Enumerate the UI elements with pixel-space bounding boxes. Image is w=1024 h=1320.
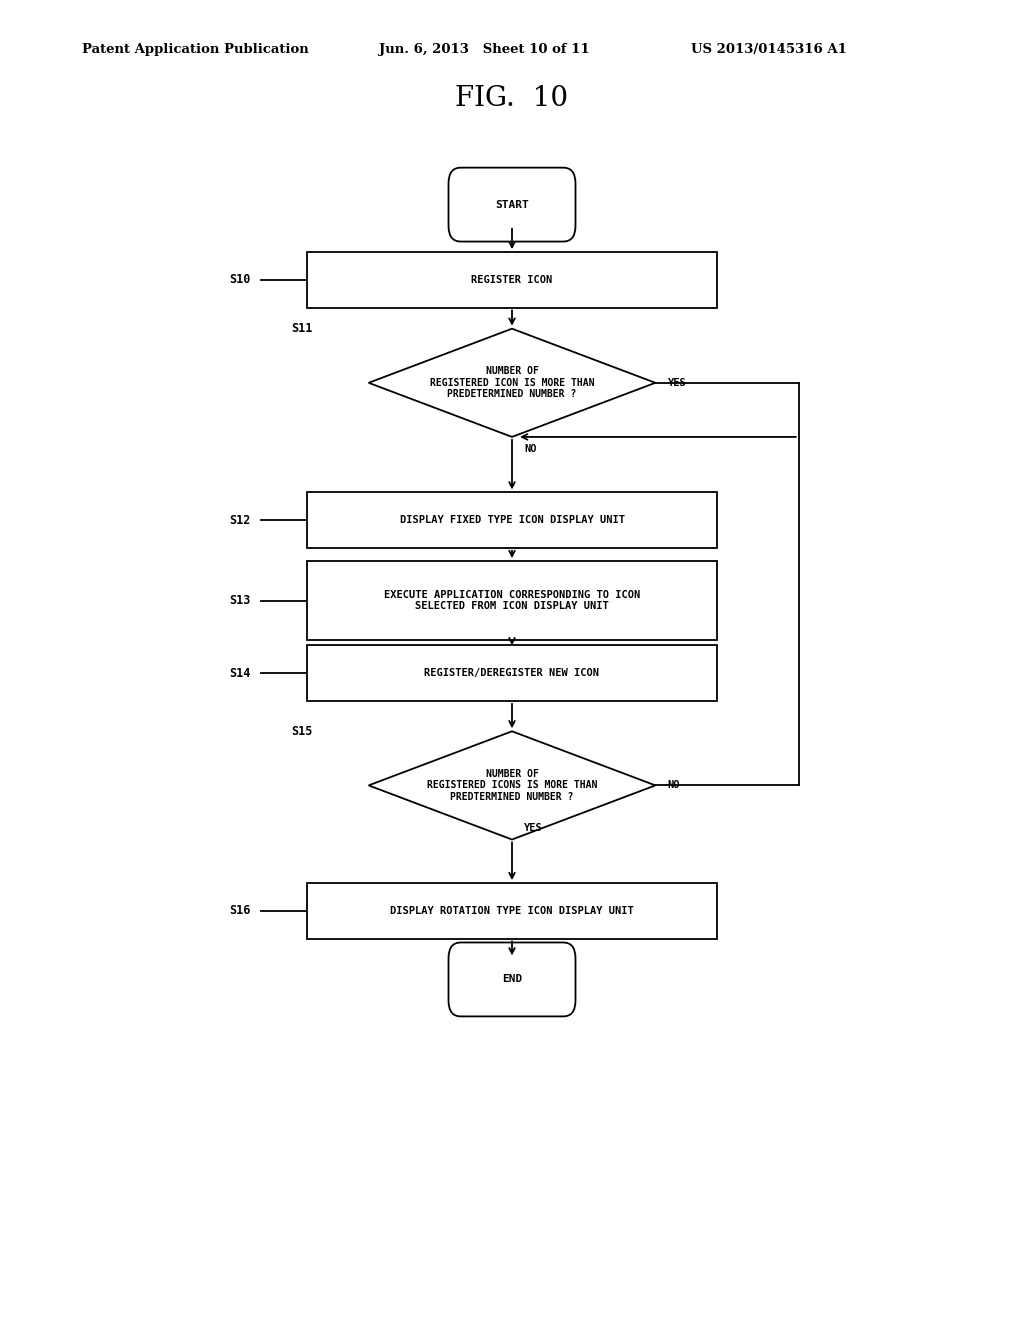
Bar [307, 561, 717, 640]
Text: NUMBER OF
REGISTERED ICONS IS MORE THAN
PREDTERMINED NUMBER ?: NUMBER OF REGISTERED ICONS IS MORE THAN … [427, 768, 597, 803]
FancyBboxPatch shape [449, 942, 575, 1016]
Bar [307, 252, 717, 308]
Text: NO: NO [524, 444, 537, 454]
Text: S11: S11 [291, 322, 312, 335]
Text: EXECUTE APPLICATION CORRESPONDING TO ICON
SELECTED FROM ICON DISPLAY UNIT: EXECUTE APPLICATION CORRESPONDING TO ICO… [384, 590, 640, 611]
Bar [307, 645, 717, 701]
Bar [307, 883, 717, 939]
Text: Patent Application Publication: Patent Application Publication [82, 42, 308, 55]
Text: START: START [496, 199, 528, 210]
Text: REGISTER ICON: REGISTER ICON [471, 275, 553, 285]
Text: FIG.  10: FIG. 10 [456, 86, 568, 112]
Polygon shape [369, 731, 655, 840]
Text: S13: S13 [229, 594, 251, 607]
Text: DISPLAY FIXED TYPE ICON DISPLAY UNIT: DISPLAY FIXED TYPE ICON DISPLAY UNIT [399, 515, 625, 525]
Text: S12: S12 [229, 513, 251, 527]
Text: YES: YES [668, 378, 686, 388]
Text: NUMBER OF
REGISTERED ICON IS MORE THAN
PREDETERMINED NUMBER ?: NUMBER OF REGISTERED ICON IS MORE THAN P… [430, 366, 594, 400]
Text: YES: YES [524, 822, 543, 833]
Text: Jun. 6, 2013   Sheet 10 of 11: Jun. 6, 2013 Sheet 10 of 11 [379, 42, 590, 55]
FancyBboxPatch shape [449, 168, 575, 242]
Text: S15: S15 [291, 725, 312, 738]
Text: DISPLAY ROTATION TYPE ICON DISPLAY UNIT: DISPLAY ROTATION TYPE ICON DISPLAY UNIT [390, 906, 634, 916]
Polygon shape [369, 329, 655, 437]
Text: NO: NO [668, 780, 680, 791]
Text: S10: S10 [229, 273, 251, 286]
Text: END: END [502, 974, 522, 985]
Bar [307, 492, 717, 548]
Text: REGISTER/DEREGISTER NEW ICON: REGISTER/DEREGISTER NEW ICON [425, 668, 599, 678]
Text: US 2013/0145316 A1: US 2013/0145316 A1 [691, 42, 847, 55]
Text: S14: S14 [229, 667, 251, 680]
Text: S16: S16 [229, 904, 251, 917]
